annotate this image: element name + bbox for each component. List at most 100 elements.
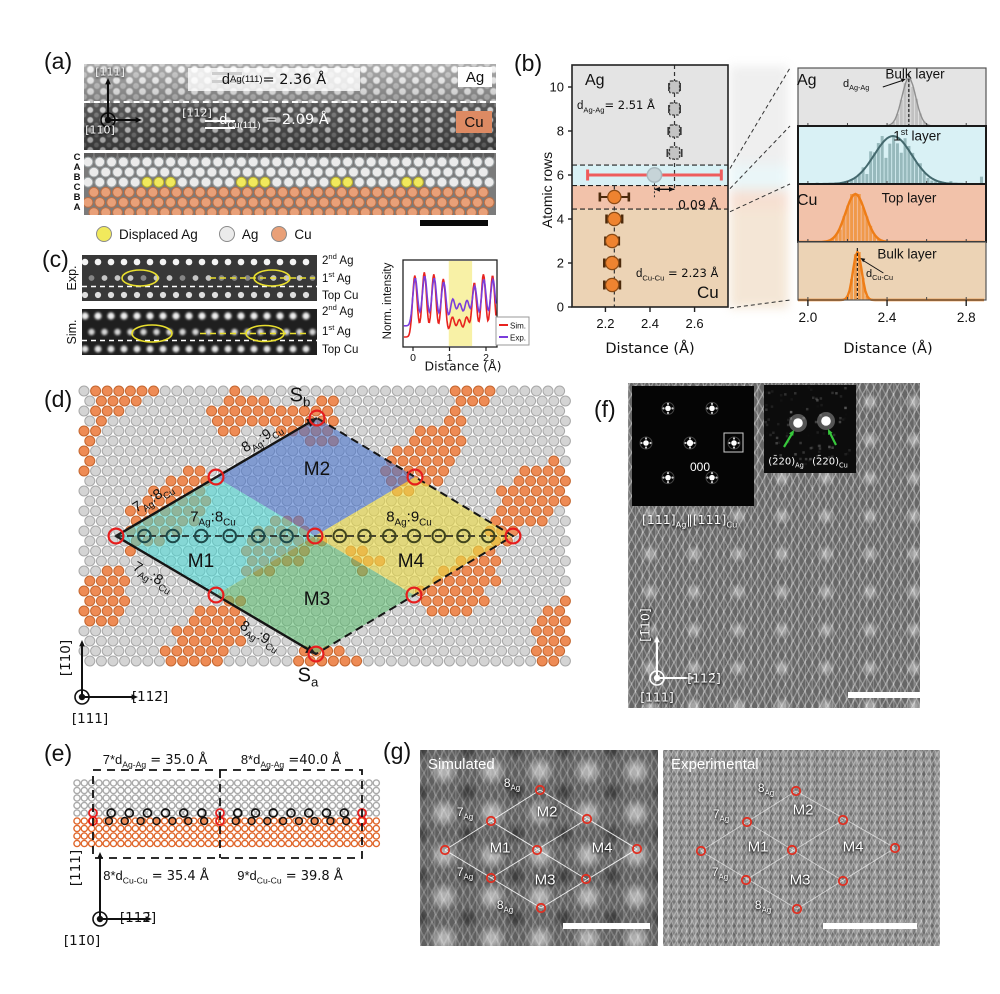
e-bot-left-label: 8*dCu-Cu = 35.4 Å: [103, 868, 209, 886]
zoom-connector-lines: [729, 67, 791, 309]
zone-axis-label: [111]Ag∥[111]Cu: [642, 512, 738, 530]
exp-strip-label: Exp.: [65, 265, 79, 291]
scatter-ag-label: Ag: [585, 72, 605, 89]
svg-text:1: 1: [447, 352, 453, 364]
svg-text:0: 0: [410, 352, 416, 364]
fft-zoom-inset: [764, 385, 856, 473]
scatter-xlabel: Distance (Å): [605, 341, 695, 357]
axis-111-label: [111]: [95, 65, 125, 79]
svg-text:2.0: 2.0: [799, 310, 818, 325]
svg-text:8: 8: [557, 124, 564, 139]
svg-text:0: 0: [557, 300, 564, 315]
hist-bulk-top-label: Bulk layer: [885, 66, 945, 82]
profile-ylabel: Norm. intensity: [382, 262, 394, 340]
svg-text:2.4: 2.4: [878, 310, 897, 325]
displaced-ag-dot: [96, 226, 112, 242]
panel-a-atomic-model: [84, 153, 496, 215]
g-exp-7ag-bot: 7Ag: [711, 865, 729, 882]
panel-c-label: (c): [42, 246, 69, 272]
svg-text:6: 6: [557, 168, 564, 183]
g-sim-m2: M2: [536, 803, 558, 821]
sim-overlay: [439, 784, 643, 914]
svg-text:2: 2: [483, 352, 489, 364]
m2-label: M2: [303, 459, 331, 480]
hist-cu-label: Cu: [797, 192, 818, 209]
scale-bar-a: [420, 220, 488, 226]
axis-f-right: [112̄]: [687, 670, 721, 686]
e-top-right-label: 8*dAg-Ag =40.0 Å: [240, 752, 342, 770]
cu-spacing-mark: [205, 120, 235, 122]
g-exp-m1: M1: [747, 838, 769, 856]
g-sim-m3: M3: [534, 871, 556, 889]
g-sim-m1: M1: [489, 839, 511, 857]
panel-d-label: (d): [44, 386, 73, 412]
sim-strip-image: [82, 309, 317, 355]
exp-strip-image: [82, 255, 317, 301]
fft-inset: [632, 386, 754, 506]
svg-text:2.4: 2.4: [641, 316, 659, 331]
axis-d-out: [111]: [71, 711, 109, 727]
profile-xlabel: Distance (Å): [424, 358, 502, 374]
interface-dashed-line: [84, 101, 496, 103]
axis-f-up: [1̄10]: [637, 608, 653, 642]
experimental-moire-image: [663, 750, 940, 946]
e-bot-right-label: 9*dCu-Cu = 39.8 Å: [237, 868, 343, 886]
g-sim-8ag-top: 8Ag: [503, 776, 521, 793]
zoom-gradient-band: [730, 66, 788, 308]
cu-spacing-mark: [205, 127, 235, 129]
g-sim-8ag-bot: 8Ag: [496, 898, 514, 915]
scatter-cu-label: Cu: [697, 283, 719, 302]
m3-label: M3: [303, 589, 331, 610]
g-exp-7ag-top: 7Ag: [712, 807, 730, 824]
exp-overlay: [695, 785, 901, 915]
interface-side-model: [73, 769, 381, 859]
axis-e-right: [112̄]: [119, 910, 157, 926]
sim-title: Simulated: [428, 756, 495, 773]
g-exp-8ag-bot: 8Ag: [754, 898, 772, 915]
inner-7ag8cu: 7Ag:8Cu: [190, 508, 236, 529]
panel-a-legend: Displaced Ag Ag Cu: [96, 226, 312, 242]
distance-histograms-chart: 2.0 2.4 2.8: [797, 67, 987, 325]
inner-8ag9cu: 8Ag:9Cu: [386, 508, 432, 529]
axes-e: [92, 852, 152, 927]
panel-a-haadf-image: d Ag(111) = 2.36 Å dCu(111) = 2.09 Å Ag C…: [84, 64, 496, 150]
scatter-dag-label: dAg-Ag= 2.51 Å: [577, 98, 655, 115]
axis-d-up: [1̄10]: [58, 639, 74, 677]
spot-ag-label: (2̄20)Ag: [768, 456, 804, 470]
hist-top-layer-label: Top layer: [881, 190, 937, 206]
panel-a-label: (a): [44, 48, 73, 74]
axis-112-label: [112̄]: [182, 106, 212, 120]
hist-first-layer-label: 1st layer: [893, 127, 941, 144]
hist-ag-label: Ag: [797, 72, 817, 89]
moire-atomic-model: [78, 385, 571, 667]
scale-bar-g-sim: [563, 923, 650, 929]
axes-d: [74, 640, 138, 705]
svg-text:2: 2: [557, 256, 564, 271]
svg-text:2.8: 2.8: [957, 310, 976, 325]
axis-110-label: [11̄0]: [85, 123, 115, 137]
spot-cu-label: (2̄20)Cu: [812, 456, 848, 470]
g-exp-m3: M3: [789, 871, 811, 889]
hist-xlabel: Distance (Å): [843, 341, 933, 357]
exp-title: Experimental: [671, 756, 759, 773]
haadf-cu-region: [84, 103, 496, 150]
g-exp-m2: M2: [792, 801, 814, 819]
atomic-rows-scatter-chart: 0 2 4 6 8 10 2.2 2.4 2.6: [550, 64, 729, 331]
panel-f-label: (f): [594, 396, 616, 422]
g-sim-7ag-top: 7Ag: [456, 805, 474, 822]
d-cu-label: dCu(111) = 2.09 Å: [219, 112, 329, 131]
axis-f-out: [111]: [640, 689, 674, 705]
scatter-dcu-label: dCu-Cu = 2.23 Å: [636, 266, 719, 283]
cu-tag: Cu: [456, 111, 492, 133]
ag-dot: [218, 226, 235, 242]
sb-label: Sb: [289, 384, 311, 410]
hist-bulk-bottom-label: Bulk layer: [877, 246, 937, 262]
panel-g-label: (g): [383, 738, 412, 764]
g-exp-8ag-top: 8Ag: [757, 781, 775, 798]
e-top-left-label: 7*dAg-Ag = 35.0 Å: [102, 752, 208, 770]
axis-e-out: [11̄0]: [63, 933, 101, 949]
offset-annotation: 0.09 Å: [678, 197, 719, 212]
ag-tag: Ag: [458, 67, 492, 87]
hist-dcu-label: dCu-Cu: [866, 268, 894, 283]
